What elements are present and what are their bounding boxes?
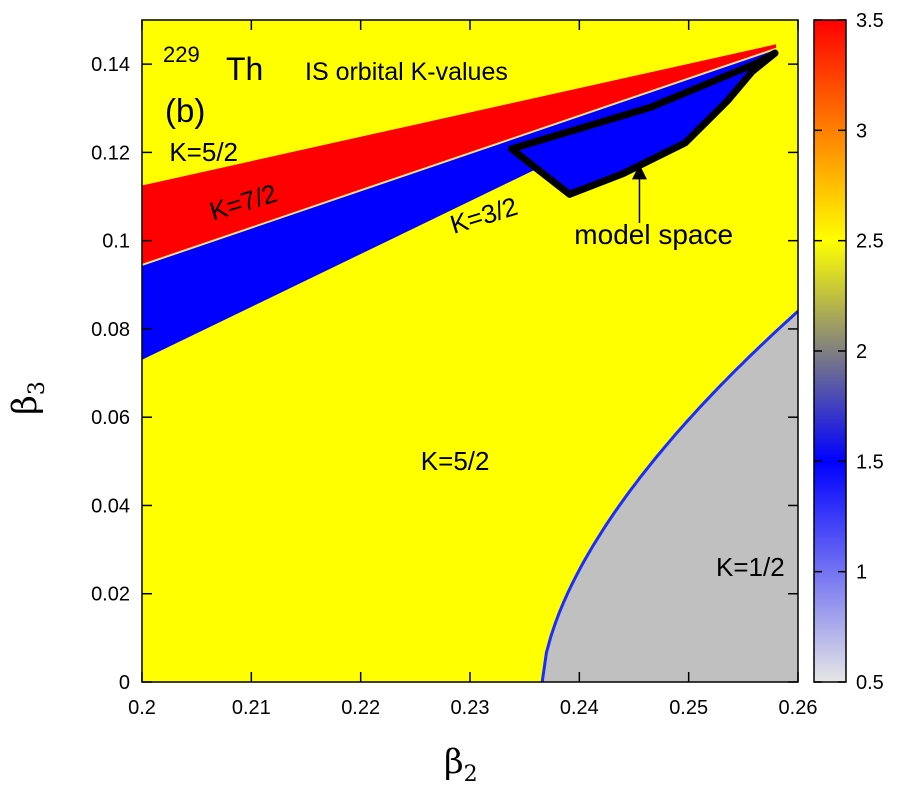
colorbar-tick-label: 3 — [856, 120, 867, 142]
model-space-region — [508, 49, 779, 198]
band-boundary-line — [142, 47, 777, 266]
colorbar-tick-label: 1.5 — [856, 451, 884, 473]
colorbar-tick-label: 1 — [856, 562, 867, 584]
region-k12-boundary — [540, 310, 798, 682]
nucleus-mass: 229 — [163, 42, 200, 67]
x-tick-label: 0.25 — [669, 697, 708, 719]
y-tick-label: 0.06 — [91, 407, 130, 429]
x-tick-label: 0.23 — [451, 697, 490, 719]
y-tick-label: 0 — [119, 672, 130, 694]
x-tick-label: 0.21 — [232, 697, 271, 719]
colorbar: 0.5 1 1.5 2 2.5 3 3.5 — [813, 10, 884, 694]
y-axis-title: β3 — [5, 381, 50, 415]
chart-title: IS orbital K-values — [305, 58, 508, 86]
region-k72 — [142, 44, 777, 265]
colorbar-tick-label: 2.5 — [856, 231, 884, 253]
y-axis: 0 0.02 0.04 0.06 0.08 0.1 0.12 0.14 — [91, 54, 798, 694]
x-axis-title-symbol: β — [444, 742, 464, 782]
x-tick-label: 0.2 — [128, 697, 156, 719]
x-axis-title-subscript: 2 — [464, 762, 478, 787]
colorbar-tick-label: 3.5 — [856, 10, 884, 32]
y-axis-title-symbol: β — [5, 395, 45, 415]
region-label: K=5/2 — [421, 446, 490, 476]
region-label: K=1/2 — [716, 552, 785, 582]
y-tick-label: 0.1 — [102, 231, 130, 253]
x-tick-label: 0.26 — [779, 697, 818, 719]
y-tick-label: 0.04 — [91, 495, 130, 517]
model-space-label: model space — [574, 219, 733, 250]
x-axis: 0.2 0.21 0.22 0.23 0.24 0.25 0.26 — [128, 20, 817, 719]
region-label: K=5/2 — [169, 137, 238, 167]
y-tick-label: 0.02 — [91, 584, 130, 606]
y-tick-label: 0.14 — [91, 54, 130, 76]
y-tick-label: 0.08 — [91, 319, 130, 341]
y-tick-label: 0.12 — [91, 142, 130, 164]
x-axis-title: β2 — [444, 742, 478, 787]
x-tick-label: 0.24 — [560, 697, 599, 719]
region-k12 — [542, 311, 798, 682]
y-axis-title-subscript: 3 — [25, 381, 50, 395]
nucleus-symbol: Th — [226, 51, 263, 87]
panel-label: (b) — [165, 92, 205, 129]
x-tick-label: 0.22 — [341, 697, 380, 719]
colorbar-tick-label: 0.5 — [856, 672, 884, 694]
colorbar-tick-label: 2 — [856, 341, 867, 363]
